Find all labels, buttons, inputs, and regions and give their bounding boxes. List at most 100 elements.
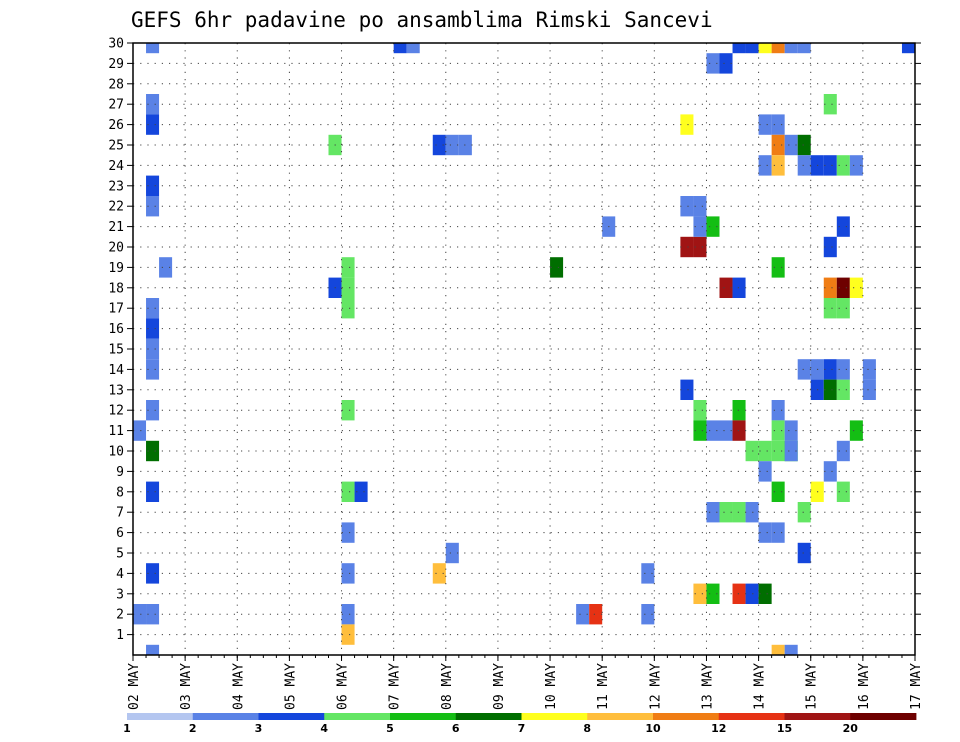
precip-cell xyxy=(589,604,603,625)
precip-cell xyxy=(771,481,785,502)
precip-cell xyxy=(836,481,850,502)
y-tick-label: 8 xyxy=(116,485,124,500)
y-tick-label: 2 xyxy=(116,608,124,623)
precip-cell xyxy=(341,481,355,502)
precip-cell xyxy=(823,236,837,258)
y-tick-label: 28 xyxy=(108,77,124,92)
plot-frame xyxy=(132,42,916,656)
y-tick-label: 12 xyxy=(108,404,124,419)
precip-cell xyxy=(146,563,160,584)
precip-cell xyxy=(849,420,863,441)
colorbar-label: 2 xyxy=(189,722,197,735)
x-tick-label: 11 MAY xyxy=(596,663,611,710)
precip-cell xyxy=(784,644,798,655)
precip-cell xyxy=(862,379,876,400)
precip-cell xyxy=(693,216,707,237)
precip-cell xyxy=(159,257,173,278)
precip-cell xyxy=(693,196,707,217)
precip-cell xyxy=(771,43,785,54)
precip-cell xyxy=(836,359,850,380)
precip-cell xyxy=(354,481,368,502)
y-tick-label: 10 xyxy=(108,445,124,460)
colorbar-label: 8 xyxy=(583,722,591,735)
colorbar: 1 2 3 4 5 6 7 8 10 12 15 20 xyxy=(123,713,917,735)
precip-cell xyxy=(836,277,850,298)
precip-cells xyxy=(133,43,915,655)
precip-cell xyxy=(797,359,811,380)
precip-cell xyxy=(706,53,720,74)
precip-cell xyxy=(719,277,733,298)
precip-cell xyxy=(680,379,694,400)
y-tick-label: 13 xyxy=(108,383,124,398)
precip-cell xyxy=(706,216,720,237)
colorbar-label: 4 xyxy=(320,722,328,735)
y-tick-label: 11 xyxy=(108,424,124,439)
precip-cell xyxy=(771,155,785,176)
precip-cell xyxy=(836,216,850,237)
precip-cell xyxy=(445,542,459,564)
precip-cell xyxy=(836,298,850,319)
precip-cell xyxy=(758,440,772,462)
precip-cell xyxy=(706,420,720,441)
precip-cell xyxy=(836,155,850,176)
precip-cell xyxy=(432,134,446,156)
precip-cell xyxy=(771,400,785,421)
precip-cell xyxy=(693,583,707,604)
precip-cell xyxy=(849,277,863,298)
y-tick-label: 20 xyxy=(108,241,124,256)
precip-cell xyxy=(693,236,707,258)
precip-cell xyxy=(693,420,707,441)
precip-cell xyxy=(836,440,850,462)
precip-cell xyxy=(758,155,772,176)
precip-cell xyxy=(680,114,694,135)
y-tick-label: 25 xyxy=(108,139,124,154)
precip-cell xyxy=(719,420,733,441)
precip-cell xyxy=(784,43,798,54)
y-tick-label: 9 xyxy=(116,465,124,480)
precip-cell xyxy=(393,43,407,54)
x-tick-label: 04 MAY xyxy=(231,663,246,710)
precip-cell xyxy=(341,563,355,584)
colorbar-label: 6 xyxy=(452,722,460,735)
precip-cell xyxy=(146,481,160,502)
x-tick-label: 16 MAY xyxy=(857,663,872,710)
precip-cell xyxy=(784,420,798,441)
colorbar-swatch xyxy=(324,713,391,720)
colorbar-swatch xyxy=(390,713,457,720)
precip-cell xyxy=(341,298,355,319)
colorbar-swatch xyxy=(850,713,917,720)
precip-cell xyxy=(823,94,837,115)
precip-cell xyxy=(146,114,160,135)
x-tick-label: 17 MAY xyxy=(909,663,924,710)
precip-cell xyxy=(732,277,746,298)
y-tick-label: 3 xyxy=(116,587,124,602)
precip-cell xyxy=(901,43,915,54)
y-tick-label: 24 xyxy=(108,159,124,174)
x-tick-label: 13 MAY xyxy=(700,663,715,710)
x-tick-label: 06 MAY xyxy=(336,663,351,710)
precip-cell xyxy=(745,583,759,604)
precip-cell xyxy=(576,604,590,625)
colorbar-swatch xyxy=(258,713,325,720)
y-tick-label: 23 xyxy=(108,179,124,194)
precip-cell xyxy=(758,461,772,482)
precip-cell xyxy=(146,440,160,462)
precip-cell xyxy=(732,43,746,54)
precip-cell xyxy=(146,175,160,196)
precip-cell xyxy=(341,257,355,278)
precip-cell xyxy=(823,379,837,400)
precip-cell xyxy=(719,53,733,74)
x-tick-label: 07 MAY xyxy=(388,663,403,710)
precip-cell xyxy=(823,359,837,380)
precip-cell xyxy=(432,563,446,584)
precip-cell xyxy=(146,196,160,217)
precip-cell xyxy=(823,461,837,482)
precip-cell xyxy=(146,43,160,54)
precip-cell xyxy=(771,134,785,156)
precip-cell xyxy=(745,440,759,462)
precip-cell xyxy=(133,604,147,625)
precip-cell xyxy=(719,502,733,523)
precip-cell xyxy=(758,522,772,543)
x-tick-label: 02 MAY xyxy=(127,663,142,710)
